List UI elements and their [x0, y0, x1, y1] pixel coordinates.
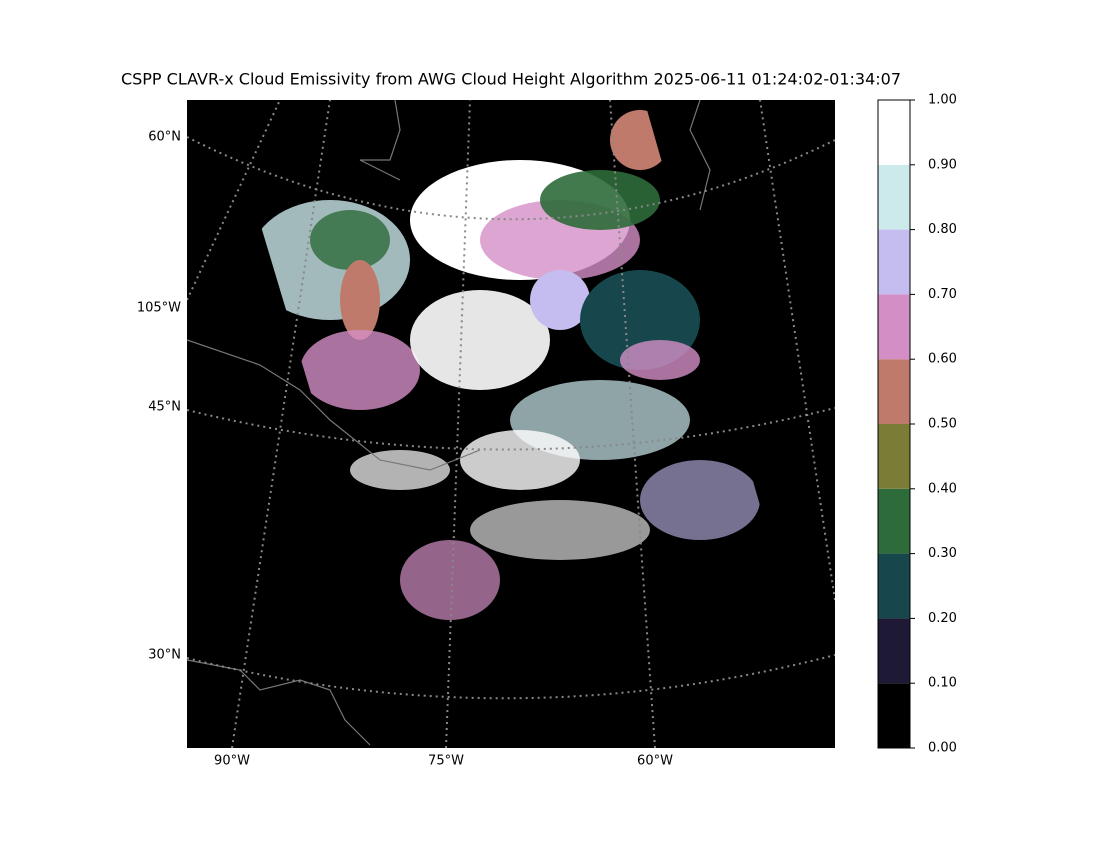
- cloud-imagery: [254, 110, 760, 620]
- title: CSPP CLAVR-x Cloud Emissivity from AWG C…: [121, 70, 901, 89]
- colorbar-segment: [878, 229, 910, 295]
- meridian: [231, 100, 331, 748]
- border: [187, 339, 481, 471]
- coastline: [359, 100, 401, 181]
- coastline: [689, 100, 711, 211]
- colorbar-tick-label: 0.70: [928, 287, 957, 302]
- colorbar-segment: [878, 424, 910, 489]
- colorbar-tick-label: 0.40: [928, 481, 957, 496]
- colorbar-segment: [878, 683, 910, 748]
- meridian: [759, 100, 835, 601]
- colorbar-tick-label: 0.30: [928, 546, 957, 561]
- colorbar-tick-label: 0.80: [928, 222, 957, 237]
- meridian: [445, 100, 471, 748]
- colorbar-tick-label: 0.00: [928, 741, 957, 756]
- colorbar-tick-label: 0.10: [928, 676, 957, 691]
- colorbar-tick-label: 0.60: [928, 352, 957, 367]
- map: [187, 100, 835, 748]
- lat-label: 30°N: [148, 648, 181, 663]
- meridian: [609, 100, 656, 748]
- colorbar-segment: [878, 553, 910, 619]
- colorbar-tick-label: 1.00: [928, 93, 957, 108]
- colorbar-segment: [878, 164, 910, 230]
- lon-label: 90°W: [214, 754, 250, 769]
- lat-label: 45°N: [148, 400, 181, 415]
- colorbar-segment: [878, 294, 910, 360]
- colorbar-tick-label: 0.90: [928, 157, 957, 172]
- lat-label: 60°N: [148, 130, 181, 145]
- lon-label: 105°W: [137, 301, 181, 316]
- colorbar-segment: [878, 618, 910, 684]
- parallel: [187, 136, 835, 221]
- meridian: [187, 100, 281, 301]
- colorbar-segment: [878, 100, 910, 165]
- colorbar-tick-label: 0.20: [928, 611, 957, 626]
- colorbar-tick-label: 0.50: [928, 417, 957, 432]
- colorbar: 0.00 0.10 0.20 0.30 0.40 0.50 0.60 0.70 0.80 0.90…: [877, 93, 957, 756]
- lon-label: 75°W: [428, 754, 464, 769]
- colorbar-segment: [878, 488, 910, 554]
- colorbar-segment: [878, 359, 910, 424]
- lon-label: 60°W: [637, 754, 673, 769]
